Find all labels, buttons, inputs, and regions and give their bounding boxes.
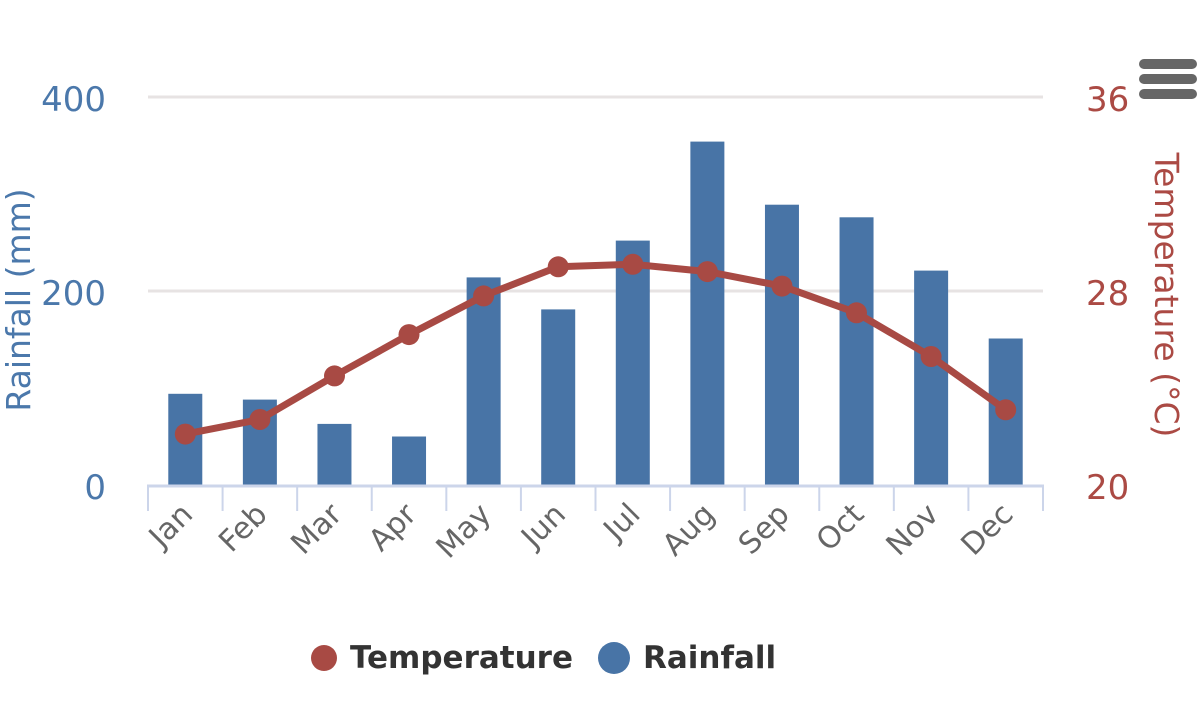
rainfall-bars [168, 141, 1023, 486]
point-Jul [622, 253, 644, 275]
svg-text:Nov: Nov [880, 497, 946, 563]
chart-context-menu-button[interactable] [1139, 59, 1199, 99]
hamburger-menu-icon [1139, 59, 1197, 69]
bar-May [466, 277, 501, 485]
svg-text:Mar: Mar [284, 496, 349, 561]
svg-text:Jun: Jun [514, 497, 573, 556]
point-Dec [995, 399, 1017, 421]
rainfall-series-marker-icon [598, 642, 630, 674]
svg-text:36: 36 [1086, 80, 1129, 120]
x-axis-labels: Jan Feb Mar Apr May Jun Jul Aug Sep Oct Nov Dec [141, 496, 1020, 565]
svg-text:May: May [430, 497, 499, 566]
svg-text:Aug: Aug [656, 497, 722, 563]
bar-Aug [690, 141, 725, 485]
point-Oct [846, 302, 867, 324]
left-axis-labels: 0 200 400 [41, 80, 106, 508]
bar-Apr [392, 436, 427, 485]
svg-text:200: 200 [41, 274, 106, 314]
hamburger-menu-icon [1139, 89, 1197, 99]
point-Sep [771, 275, 793, 297]
svg-text:Jul: Jul [596, 497, 648, 549]
point-Apr [398, 324, 420, 346]
legend-label-temperature: Temperature [350, 640, 573, 676]
svg-text:Dec: Dec [955, 497, 1021, 563]
x-axis [147, 484, 1044, 511]
svg-text:400: 400 [41, 80, 106, 120]
point-Jan [174, 423, 196, 445]
temperature-series-marker-icon [311, 645, 337, 671]
bar-Sep [764, 204, 799, 485]
bar-Mar [317, 423, 352, 485]
hamburger-menu-icon [1139, 74, 1197, 84]
bar-Nov [914, 270, 949, 485]
bar-Oct [839, 217, 874, 486]
legend-label-rainfall: Rainfall [643, 640, 777, 676]
legend-item-rainfall[interactable]: Rainfall [598, 636, 776, 680]
point-Aug [696, 261, 718, 283]
svg-text:Sep: Sep [732, 497, 797, 562]
svg-text:0: 0 [84, 468, 106, 508]
svg-text:Jan: Jan [141, 497, 200, 556]
gridlines [148, 95, 1043, 293]
temperature-line [174, 253, 1017, 445]
point-Mar [324, 365, 345, 387]
legend: Temperature Rainfall [0, 636, 1200, 680]
point-Nov [920, 346, 942, 367]
svg-text:28: 28 [1086, 274, 1129, 314]
svg-text:20: 20 [1086, 468, 1129, 508]
bar-Jun [541, 309, 576, 485]
point-May [473, 285, 495, 307]
point-Jun [547, 256, 569, 278]
legend-item-temperature[interactable]: Temperature [311, 636, 573, 680]
point-Feb [249, 409, 271, 430]
bar-Jul [615, 240, 650, 485]
right-axis-labels: 20 28 36 [1086, 80, 1129, 508]
